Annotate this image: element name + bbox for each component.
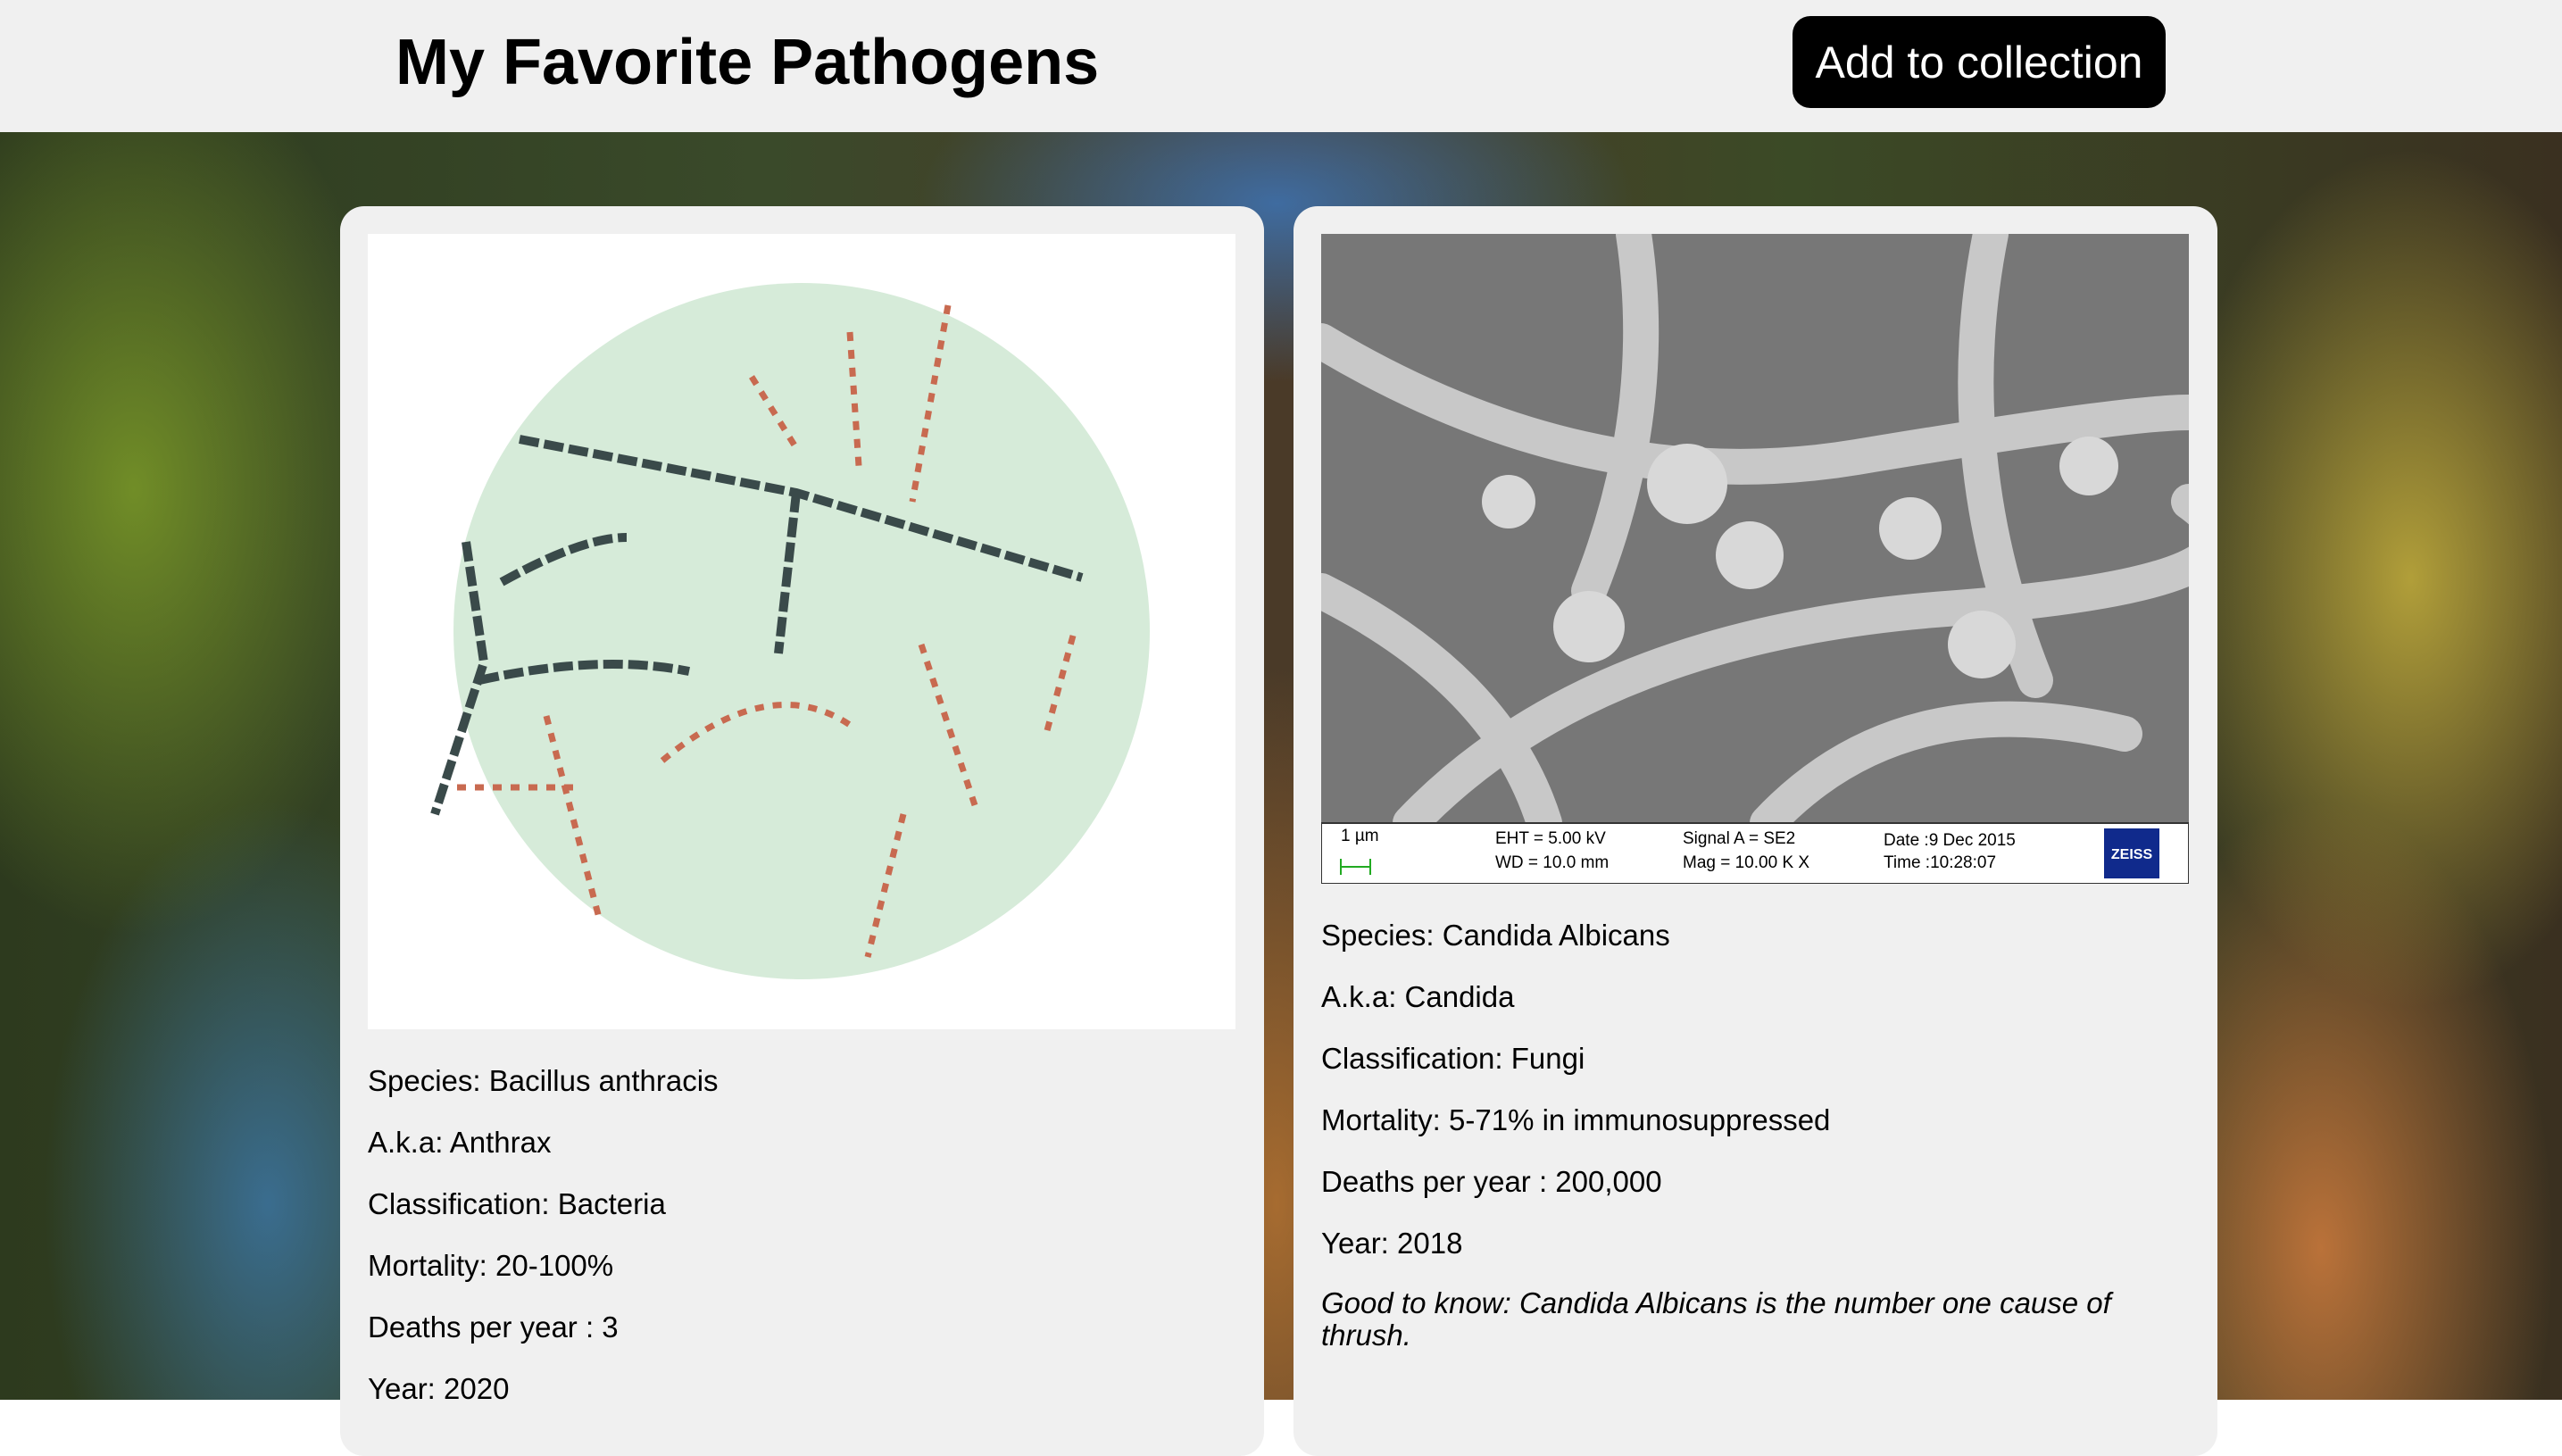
image-label: Mag = 10.00 K X <box>1683 853 1809 872</box>
pathogen-image <box>368 234 1235 1029</box>
info-line: A.k.a: Candida <box>1321 980 1515 1013</box>
info-line: A.k.a: Anthrax <box>368 1126 552 1159</box>
pathogen-card: Species: Bacillus anthracis A.k.a: Anthr… <box>340 206 1264 1456</box>
info-line: Mortality: 20-100% <box>368 1249 614 1282</box>
image-logo: ZEISS <box>2111 847 2153 862</box>
info-line: Species: Candida Albicans <box>1321 919 1670 952</box>
info-line: Year: 2020 <box>368 1372 510 1405</box>
pathogen-card: 1 µm EHT = 5.00 kV WD = 10.0 mm Signal A… <box>1293 206 2217 1456</box>
info-line: Deaths per year : 200,000 <box>1321 1165 1662 1198</box>
info-line: Year: 2018 <box>1321 1227 1463 1260</box>
page-title: My Favorite Pathogens <box>395 27 1100 98</box>
image-label: Date :9 Dec 2015 <box>1884 831 2016 850</box>
image-label: WD = 10.0 mm <box>1495 853 1609 872</box>
good-to-know: Good to know: Candida Albicans is the nu… <box>1321 1286 2111 1352</box>
image-label: 1 µm <box>1341 827 1379 845</box>
pathogen-image: 1 µm EHT = 5.00 kV WD = 10.0 mm Signal A… <box>1321 234 2189 884</box>
info-line: Classification: Bacteria <box>368 1187 666 1220</box>
header: My Favorite Pathogens Add to collection <box>0 0 2562 132</box>
image-label: EHT = 5.00 kV <box>1495 829 1606 848</box>
info-line: Classification: Fungi <box>1321 1042 1585 1075</box>
info-line: Species: Bacillus anthracis <box>368 1064 719 1097</box>
info-line: Mortality: 5-71% in immunosuppressed <box>1321 1103 1831 1136</box>
add-button[interactable]: Add to collection <box>1793 16 2166 108</box>
info-line: Deaths per year : 3 <box>368 1310 619 1344</box>
image-label: Time :10:28:07 <box>1884 853 1996 872</box>
image-label: Signal A = SE2 <box>1683 829 1795 848</box>
